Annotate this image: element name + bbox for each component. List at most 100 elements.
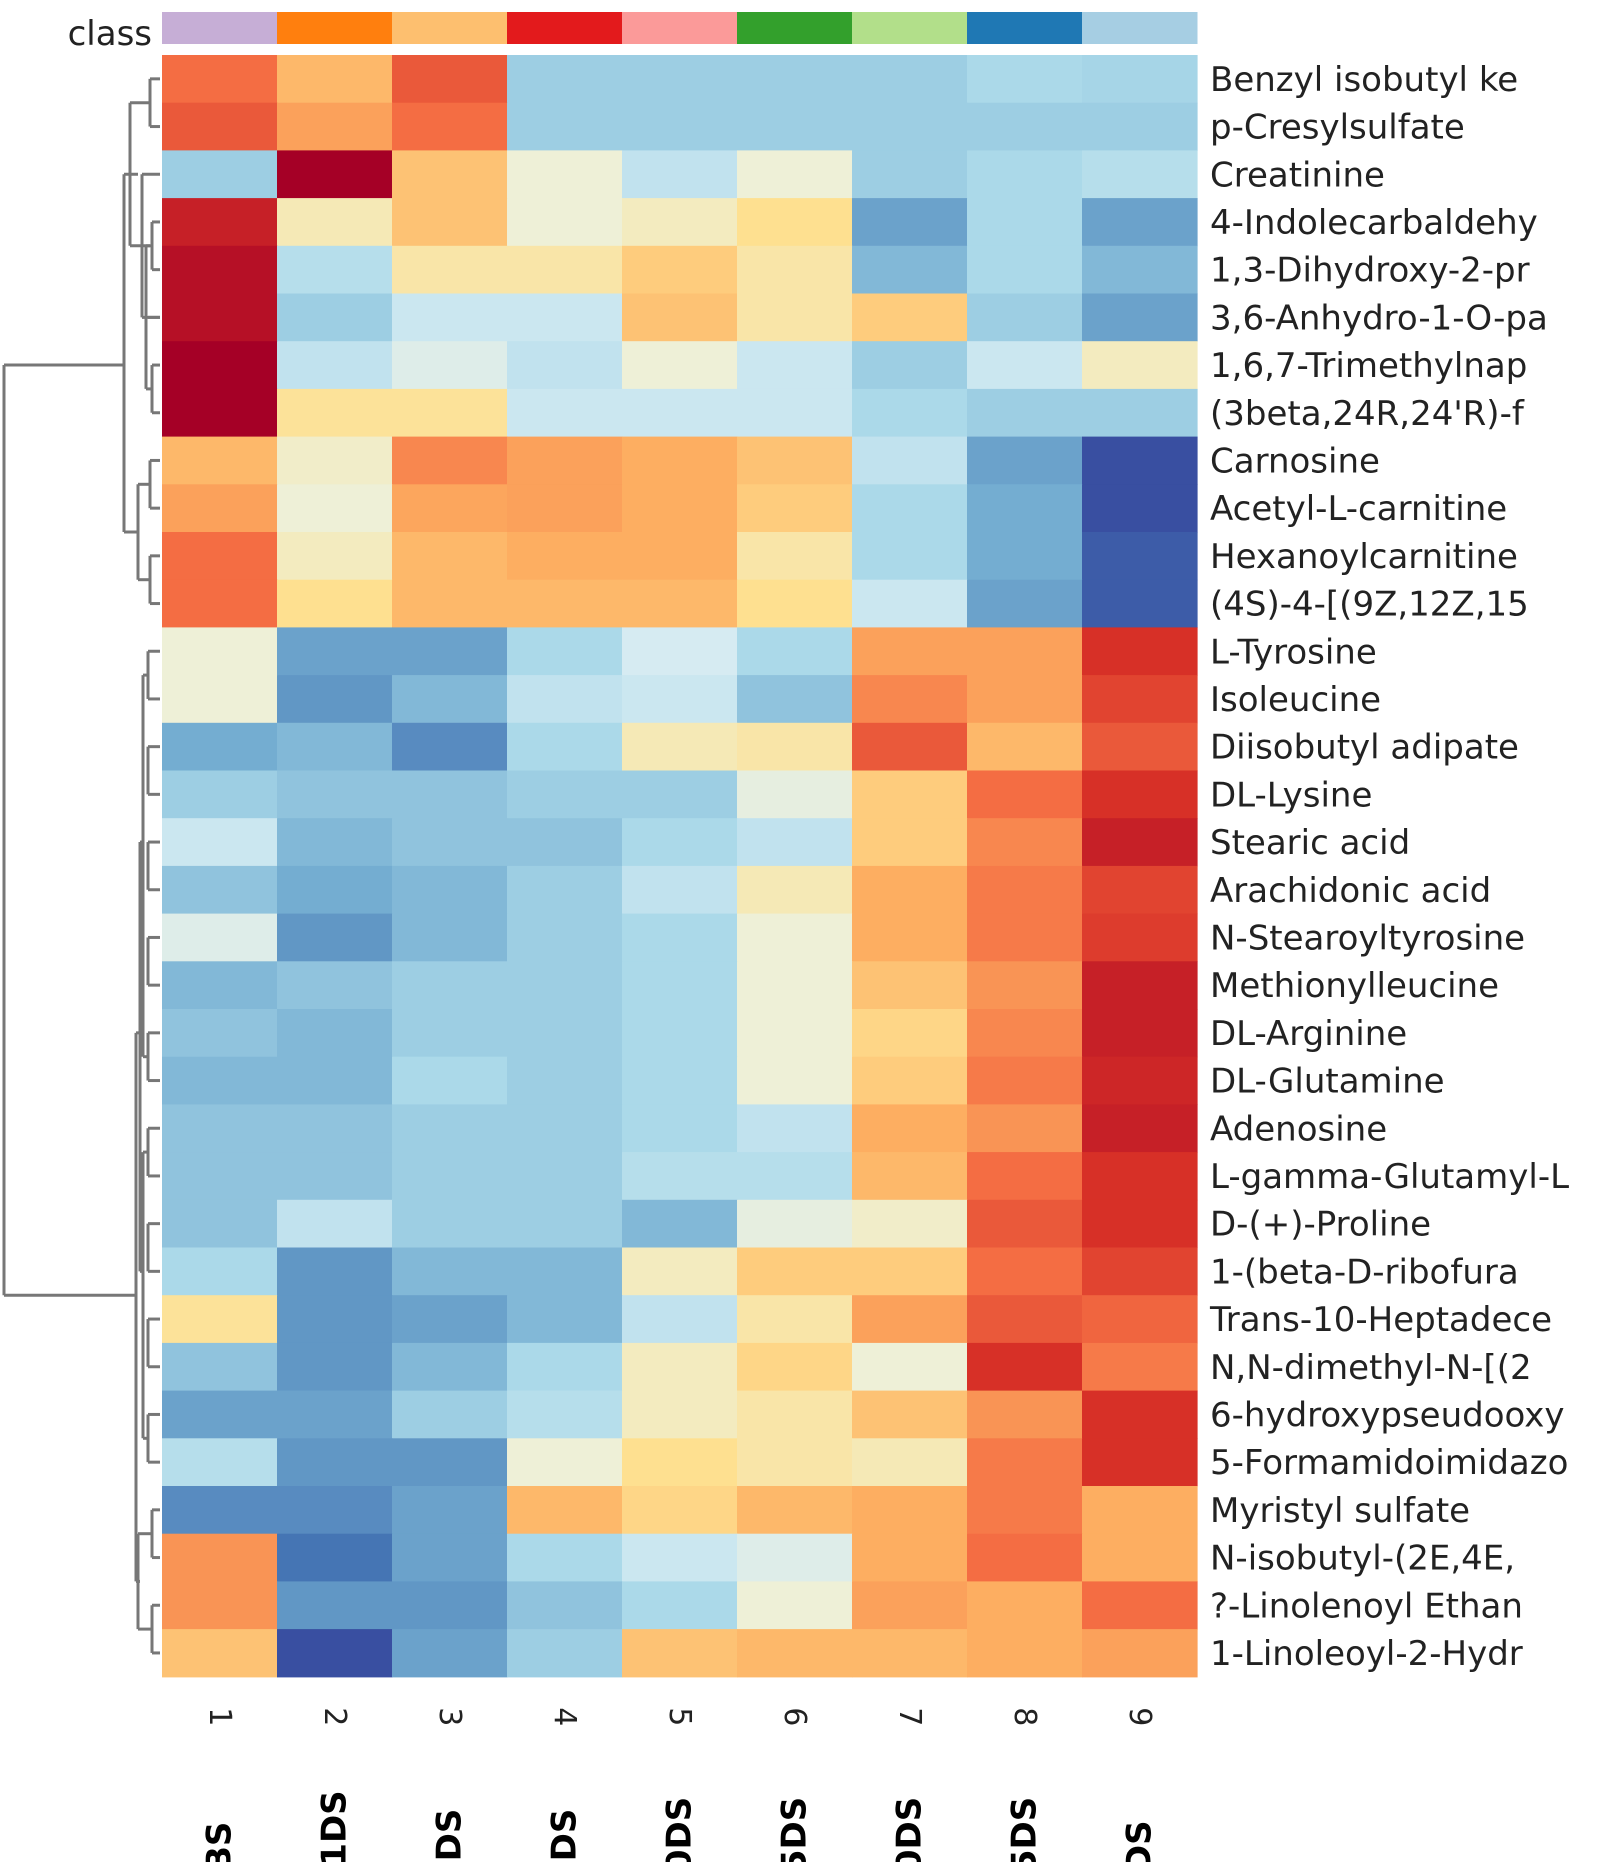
heatmap-cell — [162, 818, 278, 867]
row-label: 1,3-Dihydroxy-2-pr — [1210, 251, 1530, 291]
heatmap-cell — [277, 913, 393, 962]
heatmap-cell — [392, 1438, 508, 1487]
heatmap-cell — [162, 722, 278, 772]
column-number-label: 9 — [1122, 1707, 1157, 1726]
heatmap-cell — [162, 1295, 278, 1344]
heatmap-cell — [967, 1056, 1083, 1105]
heatmap-cell — [737, 1486, 853, 1535]
row-label: DL-Arginine — [1210, 1014, 1407, 1054]
heatmap-cell — [392, 961, 508, 1010]
heatmap-cell — [507, 961, 623, 1010]
heatmap-cell — [622, 532, 738, 581]
heatmap-cell — [852, 675, 968, 724]
heatmap-cell — [622, 484, 738, 533]
heatmap-cell — [852, 961, 968, 1010]
heatmap-cell — [622, 341, 738, 390]
heatmap-cell — [1082, 532, 1198, 581]
row-label: Myristyl sulfate — [1210, 1491, 1470, 1531]
heatmap-cell — [737, 865, 853, 915]
heatmap-cell — [162, 627, 278, 676]
heatmap-cell — [277, 627, 393, 676]
heatmap-cell — [507, 1629, 623, 1678]
heatmap-cell — [852, 1056, 968, 1105]
heatmap-cell — [392, 436, 508, 485]
heatmap-cell — [1082, 55, 1198, 104]
row-label: p-Cresylsulfate — [1210, 108, 1465, 148]
heatmap-cell — [1082, 1247, 1198, 1296]
heatmap-cell — [507, 102, 623, 151]
heatmap-cell — [1082, 1104, 1198, 1153]
heatmap-cell — [737, 579, 853, 628]
heatmap-cell — [392, 55, 508, 104]
heatmap-cell — [392, 579, 508, 628]
heatmap-cell — [1082, 627, 1198, 676]
row-label: 4-Indolecarbaldehy — [1210, 203, 1538, 243]
heatmap-cell — [392, 245, 508, 295]
column-number-label: 2 — [317, 1707, 352, 1726]
heatmap-cell — [622, 770, 738, 819]
heatmap-cell — [507, 675, 623, 724]
heatmap-cell — [622, 913, 738, 962]
heatmap-cell — [622, 1438, 738, 1487]
heatmap-cell — [507, 865, 623, 915]
heatmap-cell — [967, 1629, 1083, 1678]
heatmap-cell — [1082, 1533, 1198, 1582]
heatmap-cell — [507, 1438, 623, 1487]
heatmap-cell — [967, 818, 1083, 867]
heatmap-cell — [507, 388, 623, 438]
heatmap-cell — [852, 484, 968, 533]
heatmap-cell — [1082, 1629, 1198, 1678]
heatmap-cell — [392, 1629, 508, 1678]
heatmap-cell — [737, 436, 853, 485]
heatmap-cell — [622, 1342, 738, 1392]
row-label: Diisobutyl adipate — [1210, 728, 1519, 768]
heatmap-cell — [967, 1581, 1083, 1630]
heatmap-cell — [1082, 1199, 1198, 1249]
heatmap-cell — [392, 627, 508, 676]
heatmap-cell — [852, 770, 968, 819]
heatmap-cell — [392, 865, 508, 915]
column-number-label: 7 — [892, 1707, 927, 1726]
heatmap-cell — [737, 1009, 853, 1058]
heatmap-cell — [967, 341, 1083, 390]
heatmap-cell — [967, 722, 1083, 772]
heatmap-cell — [277, 1438, 393, 1487]
heatmap-cell — [507, 1009, 623, 1058]
heatmap-cell — [1082, 484, 1198, 533]
heatmap-cell — [967, 1104, 1083, 1153]
heatmap-cell — [162, 102, 278, 151]
heatmap-cell — [162, 1390, 278, 1439]
heatmap-cell — [737, 341, 853, 390]
class-swatch-4 — [507, 12, 623, 44]
heatmap-cell — [277, 293, 393, 342]
heatmap-cell — [392, 722, 508, 772]
heatmap-cell — [737, 818, 853, 867]
heatmap-cell — [967, 1247, 1083, 1296]
heatmap-cell — [277, 770, 393, 819]
class-swatch-8 — [967, 12, 1083, 44]
heatmap-cell — [392, 1486, 508, 1535]
heatmap-cell — [852, 913, 968, 962]
heatmap-cell — [507, 1295, 623, 1344]
heatmap-cell — [967, 102, 1083, 151]
heatmap-cell — [392, 484, 508, 533]
heatmap-cell — [162, 1104, 278, 1153]
heatmap-cell — [622, 55, 738, 104]
heatmap-cell — [1082, 722, 1198, 772]
heatmap-cell — [622, 1486, 738, 1535]
heatmap-cell — [162, 388, 278, 438]
heatmap-cell — [852, 865, 968, 915]
heatmap-cell — [1082, 341, 1198, 390]
heatmap-cell — [967, 245, 1083, 295]
heatmap-cell — [507, 150, 623, 199]
heatmap-cell — [507, 1486, 623, 1535]
heatmap-cell — [852, 532, 968, 581]
row-label: Creatinine — [1210, 155, 1385, 195]
heatmap-cell — [737, 1581, 853, 1630]
heatmap-cell — [967, 1390, 1083, 1439]
heatmap-cell — [1082, 818, 1198, 867]
row-label: DL-Glutamine — [1210, 1062, 1445, 1102]
heatmap-cell — [852, 341, 968, 390]
heatmap-cell — [162, 1486, 278, 1535]
heatmap-cell — [277, 1009, 393, 1058]
